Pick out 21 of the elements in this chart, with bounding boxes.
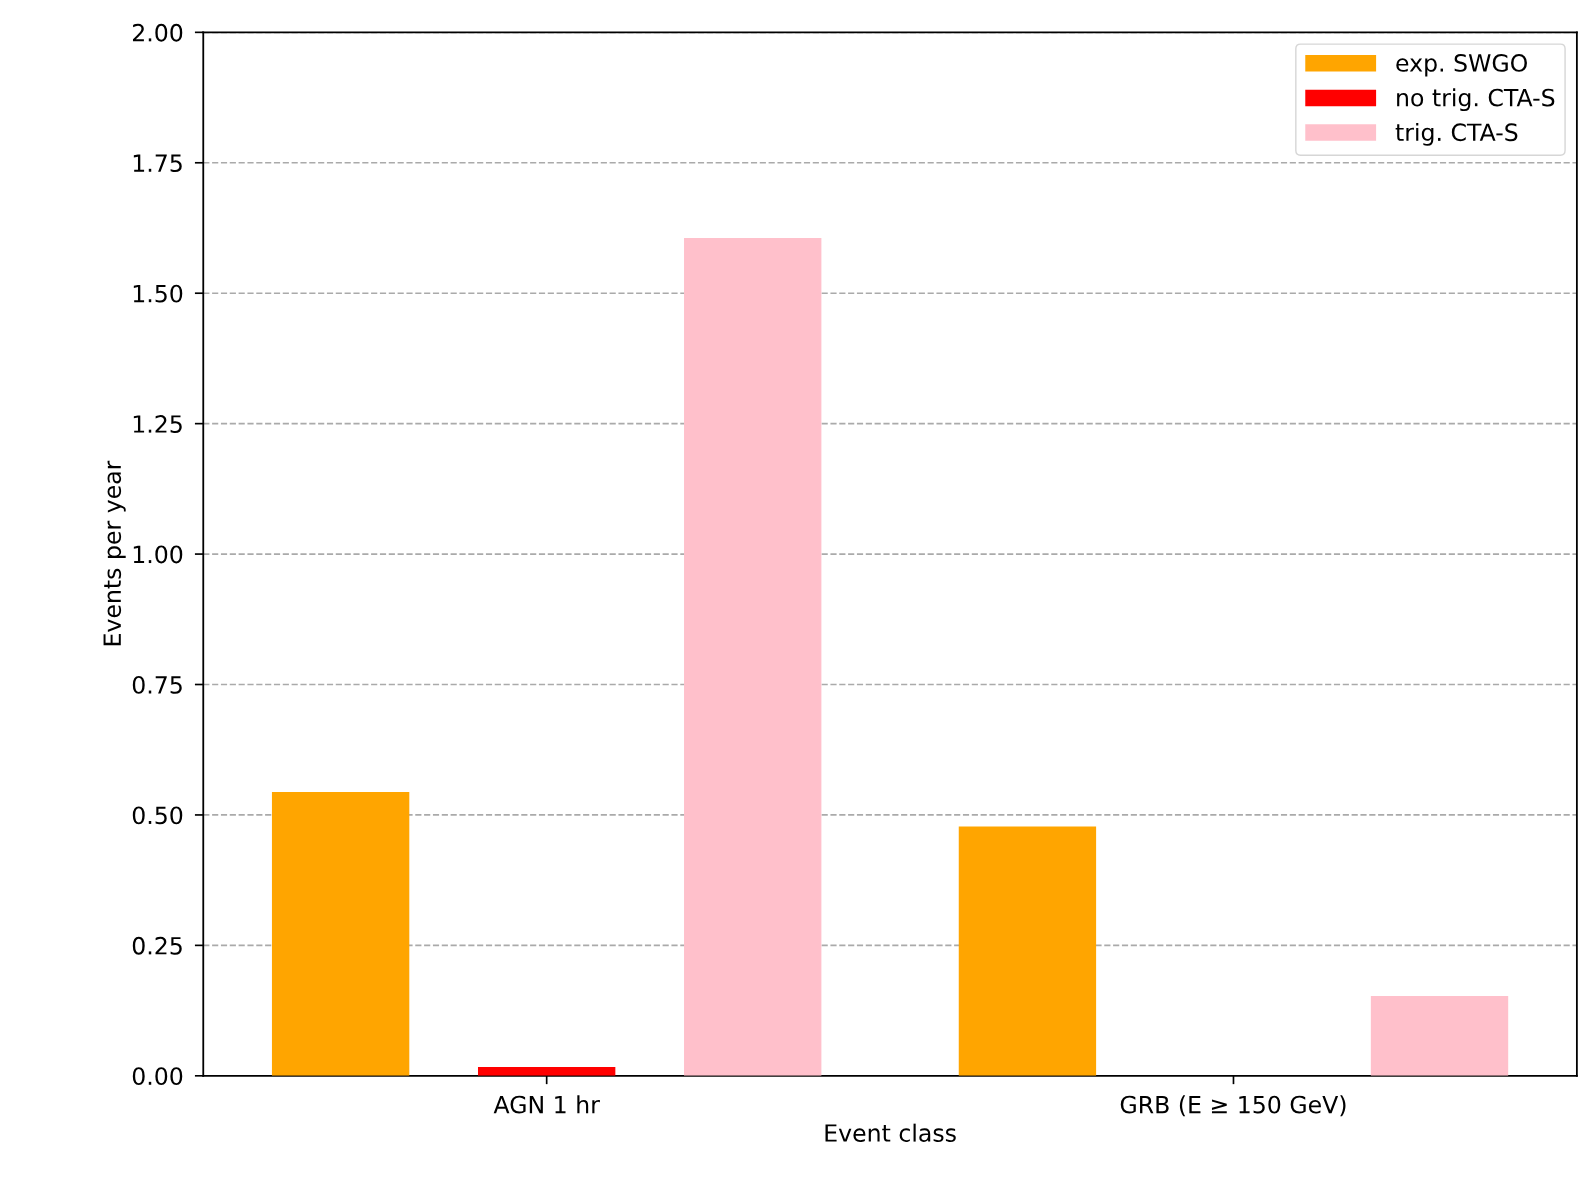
- y-tick-label: 2.00: [132, 23, 183, 42]
- bar: [684, 237, 822, 1076]
- y-tick-label: 1.25: [133, 415, 182, 433]
- y-tick-label: 0.25: [132, 936, 182, 955]
- x-tick-label: AGN 1 hr: [493, 1095, 600, 1114]
- bar: [1370, 995, 1509, 1076]
- legend-label: exp. SWGO: [1396, 54, 1527, 77]
- y-tick-label: 0.00: [132, 1067, 183, 1086]
- x-axis-title: Event class: [825, 1123, 956, 1142]
- bar: [958, 826, 1097, 1076]
- x-tick-label: GRB (E ≥ 150 GeV): [1120, 1095, 1346, 1117]
- bar: [271, 791, 410, 1076]
- legend-label: trig. CTA-S: [1395, 122, 1518, 146]
- y-tick-label: 1.50: [133, 284, 183, 303]
- legend-label: no trig. CTA-S: [1397, 88, 1555, 112]
- y-axis-title: Events per year: [103, 460, 126, 646]
- y-tick-label: 0.50: [132, 806, 183, 825]
- y-tick-label: 0.75: [132, 675, 182, 694]
- bar: [477, 1066, 616, 1076]
- y-tick-label: 1.75: [133, 154, 182, 173]
- y-tick-label: 1.00: [133, 545, 183, 564]
